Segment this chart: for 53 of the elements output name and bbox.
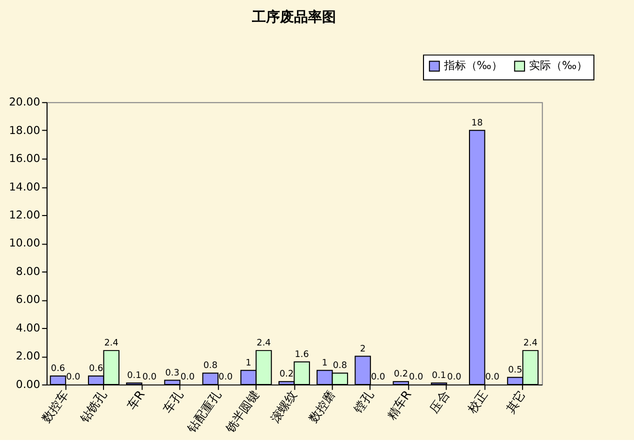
x-tick-label: 车孔 xyxy=(160,388,186,416)
data-label: 0.0 xyxy=(485,372,500,382)
data-label: 0.0 xyxy=(447,372,462,382)
data-label: 2.4 xyxy=(256,338,272,349)
y-tick-label: 18.00 xyxy=(8,124,40,137)
data-label: 2 xyxy=(360,344,366,354)
x-tick-label: 压合 xyxy=(427,388,452,416)
y-tick-label: 12.00 xyxy=(8,208,40,222)
y-tick-label: 2.00 xyxy=(16,350,40,363)
data-label: 0.0 xyxy=(218,372,234,382)
x-tick-label: 数控车 xyxy=(39,388,72,426)
data-label: 18 xyxy=(471,118,484,128)
x-tick-label: 校正 xyxy=(464,388,490,416)
y-tick-label: 8.00 xyxy=(16,264,40,278)
y-tick-label: 4.00 xyxy=(16,321,40,334)
data-label: 1.6 xyxy=(294,350,310,360)
y-tick-label: 10.00 xyxy=(8,236,40,250)
x-tick-label: 滚螺纹 xyxy=(268,388,300,426)
data-label: 0.6 xyxy=(89,364,104,374)
x-tick-label: 精车R xyxy=(384,388,414,422)
data-label: 0.0 xyxy=(66,372,81,382)
legend-label: 实际（‰） xyxy=(528,59,588,72)
y-tick-label: 6.00 xyxy=(16,293,40,306)
y-tick-label: 0.00 xyxy=(16,378,40,391)
chart-title: 工序废品率图 xyxy=(251,8,336,26)
legend-label: 指标（‰） xyxy=(442,59,502,72)
data-label: 0.1 xyxy=(432,371,446,382)
x-tick-label: 钻配重孔 xyxy=(184,388,224,436)
data-label: 0.5 xyxy=(508,365,522,376)
data-label: 0.8 xyxy=(203,361,218,372)
data-label: 2.4 xyxy=(523,338,538,349)
data-label: 0.0 xyxy=(409,372,424,382)
x-tick-label: 其它 xyxy=(503,388,529,416)
x-tick-label: 车R xyxy=(124,388,148,412)
x-tick-label: 数控磨 xyxy=(306,388,338,426)
data-label: 1 xyxy=(246,358,252,368)
data-label: 0.3 xyxy=(165,368,180,378)
y-tick-label: 14.00 xyxy=(8,180,40,194)
data-label: 0.0 xyxy=(142,372,157,382)
data-label: 0.8 xyxy=(332,361,348,372)
y-tick-label: 16.00 xyxy=(8,152,40,166)
data-label: 0.2 xyxy=(280,370,294,380)
x-tick-label: 铣半圆键 xyxy=(222,388,262,436)
data-label: 0.2 xyxy=(394,370,408,380)
x-tick-label: 钻铣孔 xyxy=(76,388,110,426)
y-tick-label: 20.00 xyxy=(8,96,40,109)
data-label: 0.0 xyxy=(370,372,386,382)
data-label: 0.1 xyxy=(127,371,142,382)
data-label: 0.6 xyxy=(50,364,66,374)
data-label: 0.0 xyxy=(180,372,195,382)
x-tick-label: 镗孔 xyxy=(350,388,376,416)
data-label: 2.4 xyxy=(104,338,119,349)
data-label: 1 xyxy=(322,358,328,368)
